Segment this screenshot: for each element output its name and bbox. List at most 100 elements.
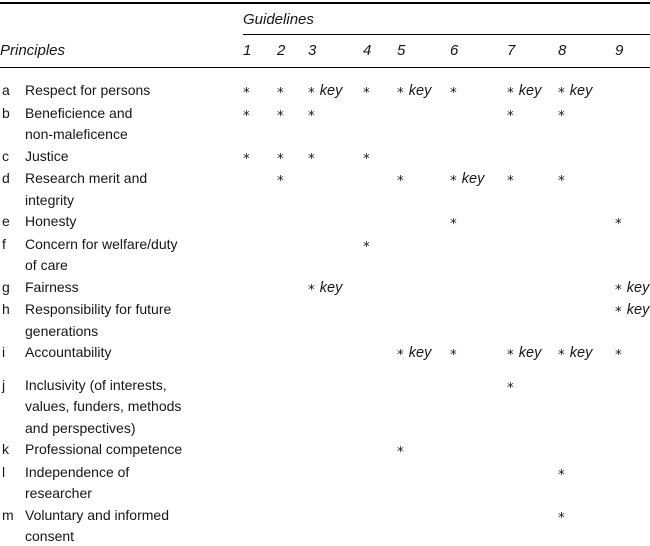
guideline-cell bbox=[243, 277, 277, 300]
guideline-cell: * key bbox=[450, 168, 507, 211]
row-label: Voluntary and informed consent bbox=[25, 505, 243, 546]
guideline-cell: * bbox=[558, 505, 615, 546]
guideline-cell bbox=[363, 103, 397, 146]
guideline-cell bbox=[277, 234, 308, 277]
key-label: key bbox=[319, 279, 343, 296]
asterisk-marker: * bbox=[558, 466, 565, 483]
guideline-cell: * bbox=[243, 68, 277, 103]
row-label: Honesty bbox=[25, 211, 243, 234]
guideline-cell bbox=[308, 342, 363, 365]
guideline-cell bbox=[363, 462, 397, 505]
guideline-cell bbox=[507, 299, 558, 342]
guideline-cell bbox=[558, 365, 615, 440]
guideline-cell: * bbox=[507, 103, 558, 146]
guideline-cell bbox=[363, 365, 397, 440]
guideline-cell bbox=[450, 505, 507, 546]
guideline-cell bbox=[450, 103, 507, 146]
asterisk-marker: * bbox=[450, 85, 457, 101]
column-numbers-row: Principles 1 2 3 4 5 6 7 8 9 bbox=[0, 34, 650, 68]
guideline-cell: * key bbox=[507, 342, 558, 365]
guideline-cell: * bbox=[308, 103, 363, 146]
guideline-cell bbox=[243, 299, 277, 342]
guideline-cell bbox=[277, 211, 308, 234]
table-row: k Professional competence * bbox=[0, 439, 650, 462]
guideline-cell: * bbox=[450, 211, 507, 234]
guideline-cell bbox=[308, 168, 363, 211]
row-label-line: and perspectives) bbox=[25, 419, 136, 436]
guideline-cell: * bbox=[397, 439, 450, 462]
guideline-cell bbox=[397, 505, 450, 546]
guideline-cell: * bbox=[363, 146, 397, 169]
row-label: Independence of researcher bbox=[25, 462, 243, 505]
column-header-7: 7 bbox=[507, 34, 558, 68]
guideline-cell bbox=[558, 277, 615, 300]
asterisk-marker: * bbox=[450, 347, 457, 363]
guideline-cell: * key bbox=[397, 342, 450, 365]
table-row: b Beneficience and non-maleficence * * * * * bbox=[0, 103, 650, 146]
row-label-line: non-maleficence bbox=[25, 126, 128, 142]
asterisk-marker: * bbox=[558, 347, 565, 363]
guideline-cell bbox=[615, 462, 650, 505]
guideline-cell bbox=[397, 103, 450, 146]
principles-header: Principles bbox=[0, 34, 243, 68]
guideline-cell: * bbox=[558, 462, 615, 505]
table-row: h Responsibility for future generations * ke… bbox=[0, 299, 650, 342]
key-label: key bbox=[518, 345, 542, 361]
asterisk-marker: * bbox=[558, 107, 565, 124]
table-row: a Respect for persons * * * key * * key * * key * key bbox=[0, 68, 650, 103]
guideline-cell bbox=[308, 211, 363, 234]
row-letter: m bbox=[2, 506, 14, 523]
guideline-cell bbox=[363, 211, 397, 234]
asterisk-marker: * bbox=[507, 347, 514, 363]
guideline-cell bbox=[507, 234, 558, 277]
asterisk-marker: * bbox=[397, 444, 404, 460]
key-label: key bbox=[518, 83, 542, 99]
guideline-cell bbox=[363, 299, 397, 342]
guideline-cell: * key bbox=[308, 277, 363, 300]
row-label-line: consent bbox=[25, 528, 75, 544]
guideline-cell bbox=[615, 146, 650, 169]
table-row: d Research merit and integrity * * * key * * bbox=[0, 168, 650, 211]
row-label: Justice bbox=[25, 146, 243, 169]
guideline-cell: * bbox=[308, 146, 363, 169]
guideline-cell: * bbox=[615, 211, 650, 234]
guideline-cell bbox=[397, 211, 450, 234]
asterisk-marker: * bbox=[615, 216, 622, 232]
guideline-cell bbox=[243, 342, 277, 365]
row-label-line: of care bbox=[25, 257, 68, 273]
row-letter: k bbox=[2, 441, 9, 457]
asterisk-marker: * bbox=[397, 173, 404, 189]
asterisk-marker: * bbox=[308, 150, 315, 167]
column-header-6: 6 bbox=[450, 34, 507, 68]
key-label: key bbox=[569, 345, 593, 361]
row-label-line: Responsibility for future bbox=[25, 301, 172, 317]
guideline-cell bbox=[615, 505, 650, 546]
asterisk-marker: * bbox=[277, 173, 284, 189]
guideline-cell bbox=[363, 342, 397, 365]
guideline-cell: * bbox=[507, 168, 558, 211]
table-row: c Justice * * * * bbox=[0, 146, 650, 169]
row-label-line: Professional competence bbox=[25, 441, 183, 457]
guideline-cell bbox=[558, 211, 615, 234]
guideline-cell bbox=[558, 439, 615, 462]
asterisk-marker: * bbox=[397, 85, 404, 101]
guideline-cell: * bbox=[243, 146, 277, 169]
guideline-cell bbox=[397, 277, 450, 300]
header-corner-cell bbox=[0, 3, 243, 35]
guideline-cell bbox=[450, 277, 507, 300]
row-label-line: Concern for welfare/duty bbox=[25, 235, 178, 252]
row-label-line: Beneficience and bbox=[25, 104, 133, 121]
guideline-cell: * key bbox=[507, 68, 558, 103]
guideline-cell bbox=[558, 234, 615, 277]
row-letter: l bbox=[2, 463, 6, 480]
guideline-cell: * key bbox=[308, 68, 363, 103]
guideline-cell bbox=[243, 462, 277, 505]
row-label-line: generations bbox=[25, 322, 99, 339]
guideline-cell bbox=[243, 234, 277, 277]
guideline-cell bbox=[507, 462, 558, 505]
guideline-cell bbox=[450, 439, 507, 462]
guideline-cell bbox=[450, 146, 507, 169]
guideline-cell: * bbox=[450, 68, 507, 103]
guideline-cell bbox=[243, 211, 277, 234]
